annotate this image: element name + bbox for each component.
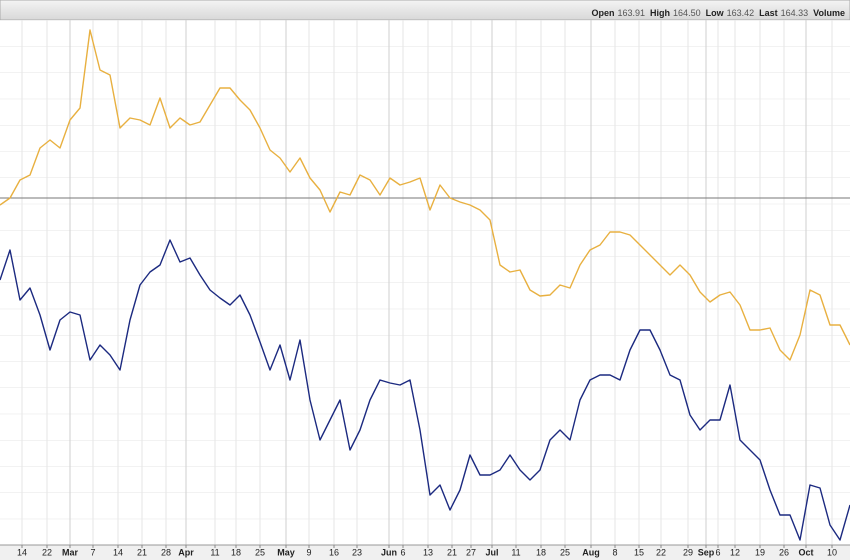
x-tick-label: 11 xyxy=(511,547,520,557)
header-quote: Open 163.91 High 164.50 Low 163.42 Last 164.33 V… xyxy=(592,8,846,18)
x-tick-label: 14 xyxy=(113,547,123,557)
x-tick-label: 18 xyxy=(231,547,241,557)
quote-label: Open xyxy=(592,8,615,18)
x-tick-label: 22 xyxy=(656,547,666,557)
quote-value: 164.33 xyxy=(781,8,809,18)
x-tick-label: 27 xyxy=(466,547,476,557)
x-tick-label: 26 xyxy=(779,547,789,557)
x-tick-label: 19 xyxy=(755,547,765,557)
x-tick-label: Jun xyxy=(381,547,397,557)
quote-value: 164.50 xyxy=(673,8,701,18)
x-tick-label: 23 xyxy=(352,547,362,557)
x-tick-label: 21 xyxy=(447,547,457,557)
plot xyxy=(0,20,850,545)
x-tick-label: 9 xyxy=(306,547,311,557)
x-tick-label: 11 xyxy=(210,547,219,557)
x-tick-label: 21 xyxy=(137,547,147,557)
x-tick-label: Oct xyxy=(798,547,813,557)
x-tick-label: 29 xyxy=(683,547,693,557)
x-tick-label: 16 xyxy=(329,547,339,557)
x-tick-label: 25 xyxy=(255,547,265,557)
x-axis-band xyxy=(0,545,850,560)
x-tick-label: 18 xyxy=(536,547,546,557)
quote-label: High xyxy=(650,8,670,18)
x-axis: 14 22 Mar 7 14 21 28 Apr 11 18 25 May 9 16 23 Jun 6 13 21 2… xyxy=(17,545,837,557)
x-tick-label: Aug xyxy=(582,547,600,557)
x-tick-label: 6 xyxy=(715,547,720,557)
x-tick-label: 10 xyxy=(827,547,837,557)
x-tick-label: 7 xyxy=(90,547,95,557)
x-tick-label: 14 xyxy=(17,547,27,557)
x-tick-label: Sep xyxy=(698,547,715,557)
quote-label: Last xyxy=(759,8,778,18)
x-tick-label: 8 xyxy=(612,547,617,557)
x-tick-label: 22 xyxy=(42,547,52,557)
quote-label: Low xyxy=(706,8,725,18)
quote-label: Volume xyxy=(813,8,845,18)
x-tick-label: 25 xyxy=(560,547,570,557)
quote-value: 163.91 xyxy=(618,8,646,18)
x-tick-label: May xyxy=(277,547,295,557)
quote-text: Open 163.91 High 164.50 Low 163.42 Last 164.33 V… xyxy=(592,8,846,18)
x-tick-label: Mar xyxy=(62,547,79,557)
x-tick-label: 13 xyxy=(423,547,433,557)
x-tick-label: Apr xyxy=(178,547,194,557)
series-line xyxy=(0,239,850,541)
x-tick-label: 12 xyxy=(730,547,740,557)
x-tick-label: 6 xyxy=(400,547,405,557)
x-tick-label: 28 xyxy=(161,547,171,557)
quote-value: 163.42 xyxy=(727,8,755,18)
x-tick-label: Jul xyxy=(485,547,498,557)
series-line xyxy=(0,29,850,361)
x-tick-label: 15 xyxy=(634,547,644,557)
